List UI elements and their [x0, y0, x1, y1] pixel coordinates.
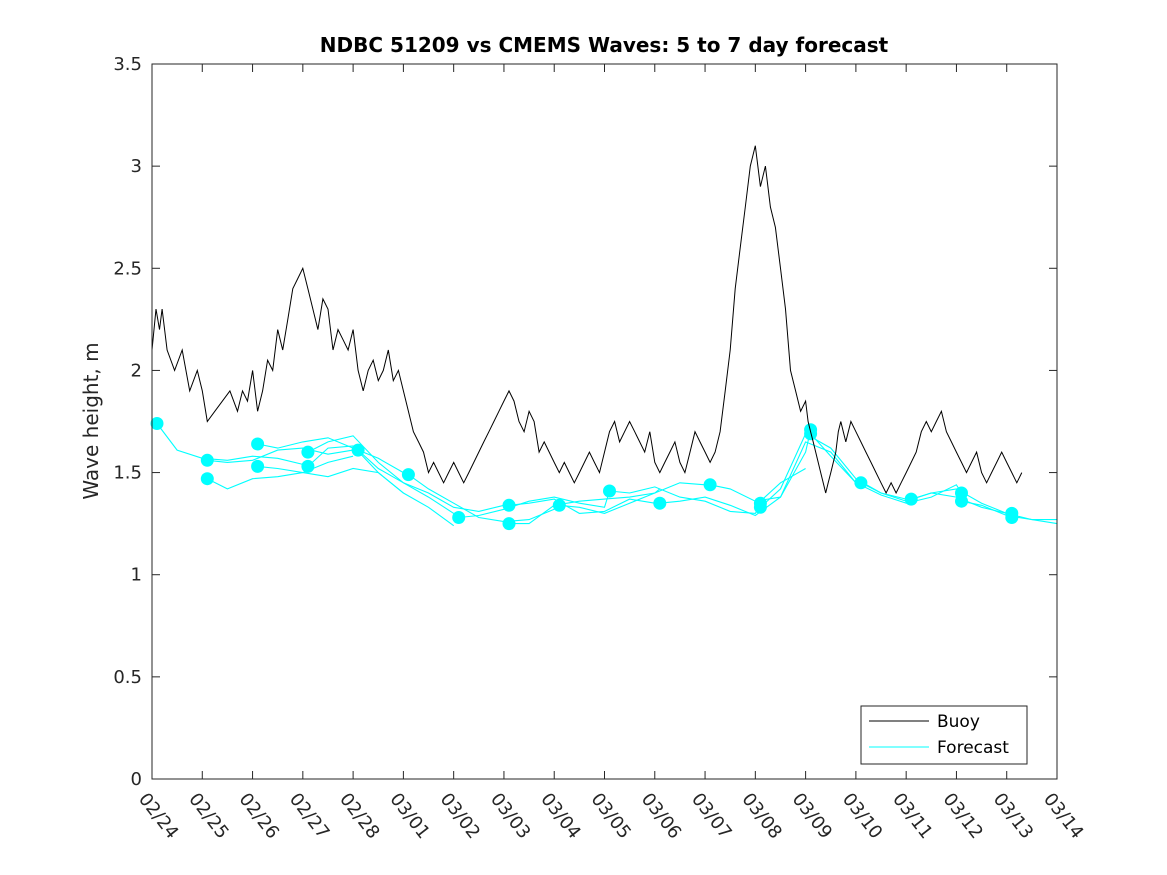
y-tick-label: 3 — [131, 156, 142, 177]
legend-box — [860, 705, 1028, 765]
forecast-line — [156, 423, 309, 467]
forecast-start-marker — [200, 472, 214, 486]
buoy-series — [151, 145, 1023, 495]
forecast-start-marker — [653, 496, 667, 510]
forecast-line — [508, 498, 655, 514]
forecast-series — [150, 417, 1058, 531]
forecast-start-marker — [301, 459, 315, 473]
forecast-line — [760, 433, 912, 508]
forecast-start-marker — [854, 476, 868, 490]
y-tick-label: 3.5 — [113, 54, 142, 75]
y-tick-label: 2 — [131, 360, 142, 381]
y-tick-label: 1.5 — [113, 463, 142, 484]
forecast-line — [307, 435, 460, 518]
forecast-start-marker — [251, 437, 265, 451]
buoy-line — [151, 145, 1023, 495]
plot-area: 00.511.522.533.502/24 02/25 02/26 02/27 02/2… — [113, 54, 1087, 843]
y-tick-label: 2.5 — [113, 258, 142, 279]
forecast-start-marker — [552, 498, 566, 512]
forecast-start-marker — [200, 453, 214, 467]
forecast-start-marker — [502, 517, 516, 531]
forecast-start-marker — [1005, 511, 1019, 524]
forecast-line — [860, 482, 1013, 518]
forecast-line — [659, 429, 812, 517]
forecast-line — [408, 474, 560, 523]
legend: Buoy Forecast — [860, 705, 1028, 765]
legend-label-buoy: Buoy — [937, 712, 980, 732]
forecast-line — [207, 447, 359, 463]
forecast-line — [458, 490, 611, 519]
forecast-start-marker — [955, 494, 968, 508]
y-tick-label: 0 — [131, 769, 142, 790]
forecast-line — [357, 449, 509, 512]
y-tick-label: 0.5 — [113, 667, 142, 688]
forecast-line — [257, 437, 409, 476]
forecast-start-marker — [904, 492, 918, 506]
forecast-line — [810, 433, 962, 504]
forecast-start-marker — [703, 478, 717, 492]
chart-title: NDBC 51209 vs CMEMS Waves: 5 to 7 day fo… — [320, 33, 889, 57]
forecast-start-marker — [804, 427, 818, 441]
forecast-start-marker — [351, 443, 365, 457]
forecast-line — [509, 488, 661, 525]
y-tick-label: 1 — [131, 565, 142, 586]
legend-label-forecast: Forecast — [937, 738, 1009, 758]
y-axis-label: Wave height, m — [79, 342, 103, 499]
forecast-start-marker — [251, 459, 265, 473]
forecast-line — [760, 468, 806, 502]
forecast-start-marker — [401, 468, 415, 482]
forecast-line — [207, 455, 354, 490]
forecast-start-marker — [753, 496, 767, 510]
forecast-line — [307, 445, 455, 527]
forecast-start-marker — [301, 445, 315, 459]
forecast-start-marker — [452, 511, 466, 524]
forecast-start-marker — [603, 484, 616, 498]
axes-background — [152, 64, 1057, 779]
forecast-line — [559, 482, 711, 514]
forecast-start-marker — [502, 498, 516, 512]
forecast-start-marker — [150, 417, 164, 430]
